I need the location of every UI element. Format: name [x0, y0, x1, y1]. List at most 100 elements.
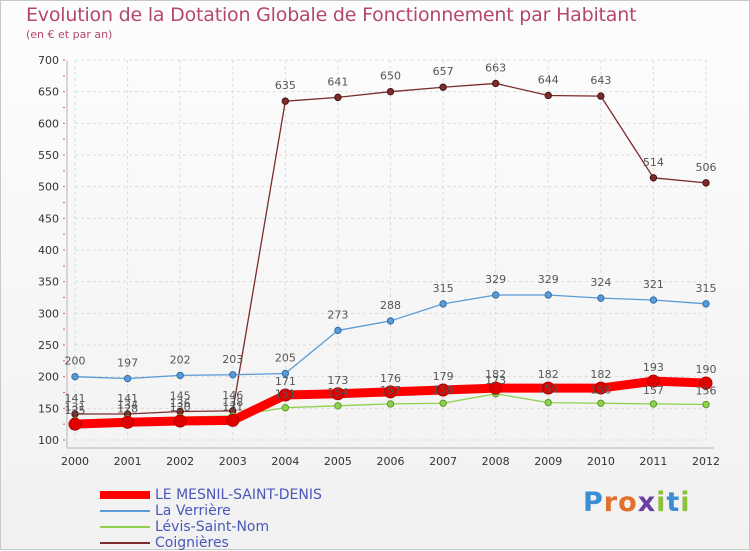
data-point — [334, 93, 342, 102]
x-tick-label: 2008 — [482, 455, 510, 468]
data-label: 190 — [696, 363, 717, 376]
y-tick-label: 550 — [38, 149, 59, 162]
x-tick-label: 2007 — [429, 455, 457, 468]
data-point — [384, 385, 397, 399]
legend-label: Lévis-Saint-Nom — [155, 519, 270, 535]
data-label: 663 — [485, 61, 506, 74]
data-label: 329 — [485, 273, 506, 286]
data-point — [226, 413, 240, 427]
data-point — [491, 79, 500, 88]
y-tick-label: 650 — [38, 86, 59, 99]
data-point — [123, 374, 132, 383]
data-point — [386, 317, 395, 325]
data-label: 134 — [117, 398, 138, 411]
legend-swatch — [100, 542, 150, 544]
x-tick-label: 2006 — [377, 455, 405, 468]
y-tick-label: 500 — [38, 181, 59, 194]
data-labels: 141 141 145 146 635 641 650 657 663 644 643 514 506 2… — [65, 61, 717, 417]
y-tick-label: 450 — [38, 212, 59, 225]
y-tick-label: 150 — [38, 402, 59, 415]
data-label: 158 — [590, 383, 611, 396]
data-label: 514 — [643, 156, 664, 169]
data-label: 158 — [433, 383, 454, 396]
data-label: 125 — [65, 404, 86, 417]
data-point — [597, 92, 605, 100]
data-point — [544, 398, 552, 407]
data-label: 650 — [380, 70, 401, 83]
data-label: 141 — [117, 392, 138, 405]
data-point — [334, 326, 342, 335]
data-point — [68, 417, 82, 431]
line-chart: 100150200250300350400450500550600650700 … — [38, 54, 720, 468]
data-label: 200 — [65, 355, 86, 368]
data-label: 202 — [170, 353, 191, 366]
data-point — [176, 371, 184, 380]
data-label: 171 — [275, 375, 296, 388]
data-label: 179 — [433, 370, 454, 383]
data-label: 273 — [327, 308, 348, 321]
data-point — [173, 414, 187, 428]
data-label: 157 — [380, 384, 401, 397]
data-point — [121, 415, 135, 429]
data-label: 136 — [170, 397, 191, 410]
x-tick-label: 2012 — [692, 455, 720, 468]
data-label: 138 — [222, 396, 243, 409]
data-label: 151 — [275, 388, 296, 401]
x-tick-label: 2003 — [219, 455, 247, 468]
data-point — [331, 387, 345, 401]
data-label: 288 — [380, 299, 401, 312]
x-tick-labels: 2000 2001 2002 2003 2004 2005 2006 2007 2008 2009… — [61, 455, 720, 468]
y-tick-label: 250 — [38, 339, 59, 352]
data-point — [649, 400, 658, 408]
x-tick-label: 2001 — [114, 455, 142, 468]
data-label: 173 — [485, 374, 506, 387]
data-label: 182 — [590, 368, 611, 381]
axes — [63, 59, 714, 449]
data-label: 146 — [222, 389, 243, 402]
data-point — [594, 381, 608, 395]
data-point — [281, 97, 290, 105]
y-tick-labels: 100 150 200 250 300 350 400 450 500 550 600 650 700 — [38, 54, 59, 447]
data-point — [541, 381, 555, 395]
data-label: 193 — [643, 361, 664, 374]
data-label: 203 — [222, 353, 243, 366]
data-point — [281, 404, 290, 412]
x-tick-label: 2005 — [324, 455, 352, 468]
data-label: 182 — [485, 368, 506, 381]
data-label: 130 — [170, 401, 191, 414]
x-tick-label: 2009 — [534, 455, 562, 468]
data-point — [597, 294, 605, 302]
y-tick-label: 700 — [38, 54, 59, 67]
data-point — [334, 402, 342, 410]
data-point — [491, 291, 500, 299]
proxiti-logo: Proxiti — [583, 487, 691, 518]
data-point — [646, 374, 660, 388]
y-tick-label: 100 — [38, 434, 59, 447]
data-label: 321 — [643, 278, 664, 291]
y-tick-label: 400 — [38, 244, 59, 257]
x-tick-label: 2002 — [166, 455, 194, 468]
x-tick-label: 2011 — [639, 455, 667, 468]
data-label: 154 — [327, 386, 348, 399]
data-point — [281, 369, 290, 378]
data-label: 641 — [327, 75, 348, 88]
y-tick-label: 350 — [38, 276, 59, 289]
legend-label: Coignières — [155, 535, 229, 551]
data-label: 315 — [433, 282, 454, 295]
data-label: 205 — [275, 352, 296, 365]
data-point — [71, 372, 79, 381]
chart-title: Evolution de la Dotation Globale de Fonc… — [26, 4, 637, 26]
data-point — [436, 383, 450, 397]
x-tick-label: 2000 — [61, 455, 89, 468]
series-lines — [68, 79, 713, 431]
data-point — [649, 296, 658, 304]
data-label: 128 — [117, 402, 138, 415]
chart-subtitle: (en € et par an) — [26, 28, 113, 41]
data-label: 643 — [590, 74, 611, 87]
legend-swatch — [100, 526, 150, 528]
data-label: 182 — [538, 368, 559, 381]
data-label: 141 — [65, 392, 86, 405]
legend-label: La Verrière — [155, 503, 231, 519]
data-label: 197 — [117, 357, 138, 370]
data-label: 176 — [380, 372, 401, 385]
